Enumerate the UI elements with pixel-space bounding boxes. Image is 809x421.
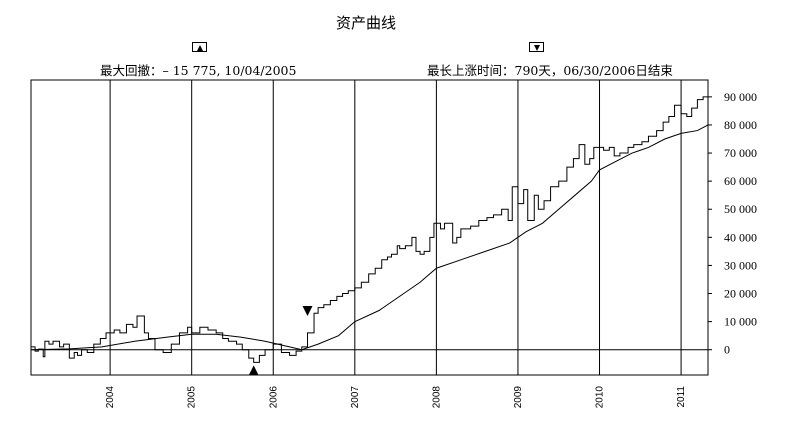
chart-title: 资产曲线 — [335, 14, 396, 32]
y-tick-label: 80 000 — [724, 118, 757, 132]
y-tick-label: 10 000 — [724, 315, 757, 329]
triangle-down-icon — [534, 45, 540, 51]
x-tick-label: 2004 — [105, 386, 116, 409]
y-tick-label: 30 000 — [724, 258, 757, 272]
drawdown-marker-legend — [192, 42, 207, 52]
y-tick-label: 90 000 — [724, 90, 757, 104]
x-tick-label: 2007 — [350, 386, 361, 409]
plot-frame — [30, 79, 709, 376]
y-tick-label: 70 000 — [724, 146, 757, 160]
y-tick-label: 20 000 — [724, 287, 757, 301]
x-tick-label: 2005 — [187, 386, 198, 409]
x-tick-label: 2011 — [676, 386, 687, 408]
x-tick-label: 2010 — [595, 386, 606, 409]
equity-curve-line — [31, 94, 709, 363]
max-drawdown-marker — [248, 365, 259, 376]
longest-run-note: 最长上涨时间：790天，06/30/2006日结束 — [427, 63, 673, 78]
triangle-up-icon — [197, 45, 203, 51]
max-drawdown-note: 最大回撤：– 15 775, 10/04/2005 — [100, 63, 297, 78]
y-tick-label: 0 — [724, 343, 730, 357]
longest-run-end-marker — [302, 306, 313, 316]
moving-average-line — [30, 124, 709, 351]
y-tick-label: 40 000 — [724, 230, 757, 244]
x-tick-label: 2009 — [513, 386, 524, 409]
y-tick-label: 50 000 — [724, 202, 757, 216]
x-tick-label: 2006 — [268, 386, 279, 409]
x-tick-label: 2008 — [431, 386, 442, 409]
longest-run-marker-legend — [529, 42, 544, 52]
y-tick-label: 60 000 — [724, 174, 757, 188]
